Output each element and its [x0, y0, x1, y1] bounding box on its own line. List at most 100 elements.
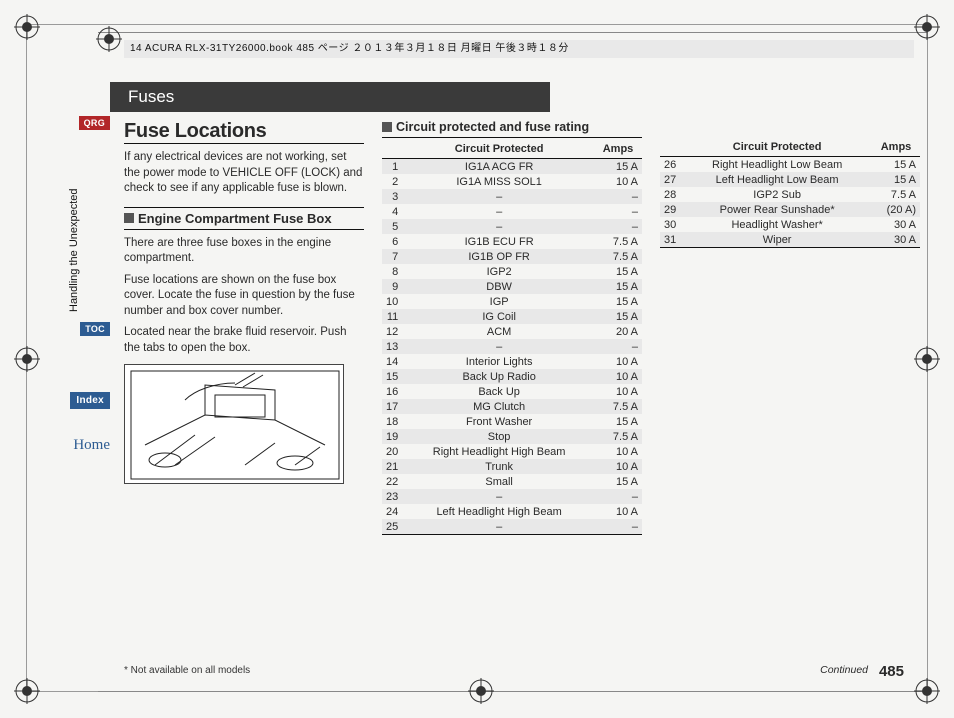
cell-circuit: Left Headlight Low Beam	[682, 172, 872, 187]
index-link[interactable]: Index	[70, 392, 110, 409]
table-row: 16Back Up10 A	[382, 384, 642, 399]
cell-num: 26	[660, 157, 682, 173]
cell-circuit: IG Coil	[404, 309, 594, 324]
home-link[interactable]: Home	[73, 437, 110, 453]
table-row: 19Stop7.5 A	[382, 429, 642, 444]
cell-num: 25	[382, 519, 404, 535]
intro-paragraph: If any electrical devices are not workin…	[124, 150, 364, 197]
cell-circuit: Back Up	[404, 384, 594, 399]
cell-amps: 10 A	[594, 444, 642, 459]
cell-amps: 10 A	[594, 504, 642, 519]
table-row: 31Wiper30 A	[660, 232, 920, 248]
subhead-engine-fusebox: Engine Compartment Fuse Box	[124, 207, 364, 230]
continued-label: Continued	[820, 664, 868, 676]
cell-circuit: Wiper	[682, 232, 872, 248]
cell-amps: –	[594, 519, 642, 535]
cell-num: 31	[660, 232, 682, 248]
cell-circuit: Trunk	[404, 459, 594, 474]
cell-amps: 10 A	[594, 174, 642, 189]
cell-num: 17	[382, 399, 404, 414]
cell-num: 29	[660, 202, 682, 217]
table-row: 28IGP2 Sub7.5 A	[660, 187, 920, 202]
cell-amps: 10 A	[594, 459, 642, 474]
cell-amps: 15 A	[872, 172, 920, 187]
cell-num: 16	[382, 384, 404, 399]
col-amps: Amps	[594, 140, 642, 159]
table-row: 18Front Washer15 A	[382, 414, 642, 429]
table-row: 6IG1B ECU FR7.5 A	[382, 234, 642, 249]
cell-num: 10	[382, 294, 404, 309]
cell-circuit: Front Washer	[404, 414, 594, 429]
table-row: 11IG Coil15 A	[382, 309, 642, 324]
table-row: 14Interior Lights10 A	[382, 354, 642, 369]
col-circuit: Circuit Protected	[682, 138, 872, 157]
table-row: 3––	[382, 189, 642, 204]
cell-circuit: Stop	[404, 429, 594, 444]
col-circuit: Circuit Protected	[404, 140, 594, 159]
cell-circuit: DBW	[404, 279, 594, 294]
cell-amps: 7.5 A	[594, 249, 642, 264]
cell-num: 8	[382, 264, 404, 279]
cell-num: 12	[382, 324, 404, 339]
table-row: 12ACM20 A	[382, 324, 642, 339]
cell-num: 23	[382, 489, 404, 504]
cell-num: 9	[382, 279, 404, 294]
cell-circuit: –	[404, 489, 594, 504]
cell-num: 18	[382, 414, 404, 429]
cell-circuit: Right Headlight High Beam	[404, 444, 594, 459]
cell-circuit: Right Headlight Low Beam	[682, 157, 872, 173]
cell-num: 28	[660, 187, 682, 202]
table-row: 27Left Headlight Low Beam15 A	[660, 172, 920, 187]
table-row: 8IGP215 A	[382, 264, 642, 279]
table-row: 13––	[382, 339, 642, 354]
cell-circuit: IGP	[404, 294, 594, 309]
section-label-vertical: Handling the Unexpected	[68, 162, 80, 312]
cell-num: 20	[382, 444, 404, 459]
table-row: 21Trunk10 A	[382, 459, 642, 474]
cell-circuit: –	[404, 204, 594, 219]
cell-circuit: –	[404, 339, 594, 354]
cell-circuit: –	[404, 519, 594, 535]
fuse-table-2: Circuit Protected Amps 26Right Headlight…	[660, 138, 920, 248]
table-row: 30Headlight Washer*30 A	[660, 217, 920, 232]
cell-circuit: MG Clutch	[404, 399, 594, 414]
subhead-text: Engine Compartment Fuse Box	[138, 211, 332, 226]
page-number: 485	[879, 663, 904, 680]
toc-link[interactable]: TOC	[80, 322, 110, 336]
cell-amps: 15 A	[594, 264, 642, 279]
cell-amps: 15 A	[594, 474, 642, 489]
cell-num: 30	[660, 217, 682, 232]
cell-amps: –	[594, 489, 642, 504]
cell-amps: 15 A	[594, 159, 642, 175]
cell-num: 22	[382, 474, 404, 489]
column-middle: Circuit protected and fuse rating Circui…	[382, 120, 642, 672]
cell-amps: 7.5 A	[594, 399, 642, 414]
col-num	[660, 138, 682, 157]
cell-amps: –	[594, 204, 642, 219]
cell-circuit: Interior Lights	[404, 354, 594, 369]
cell-circuit: –	[404, 219, 594, 234]
cell-amps: 15 A	[594, 279, 642, 294]
cell-amps: 15 A	[594, 294, 642, 309]
engine-para-3: Located near the brake fluid reservoir. …	[124, 325, 364, 356]
cell-circuit: IG1B OP FR	[404, 249, 594, 264]
cell-amps: 7.5 A	[594, 234, 642, 249]
cell-num: 19	[382, 429, 404, 444]
cell-num: 6	[382, 234, 404, 249]
table-row: 2IG1A MISS SOL110 A	[382, 174, 642, 189]
table-row: 29Power Rear Sunshade*(20 A)	[660, 202, 920, 217]
cell-circuit: IG1B ECU FR	[404, 234, 594, 249]
cell-amps: (20 A)	[872, 202, 920, 217]
engine-para-2: Fuse locations are shown on the fuse box…	[124, 273, 364, 320]
table-row: 7IG1B OP FR7.5 A	[382, 249, 642, 264]
table-row: 10IGP15 A	[382, 294, 642, 309]
cell-num: 27	[660, 172, 682, 187]
cell-circuit: IG1A MISS SOL1	[404, 174, 594, 189]
cell-amps: 10 A	[594, 384, 642, 399]
cell-amps: 7.5 A	[872, 187, 920, 202]
qrg-link[interactable]: QRG	[79, 116, 110, 130]
table-row: 4––	[382, 204, 642, 219]
chapter-tab: Fuses	[110, 82, 550, 112]
table-row: 1IG1A ACG FR15 A	[382, 159, 642, 175]
cell-amps: 30 A	[872, 232, 920, 248]
